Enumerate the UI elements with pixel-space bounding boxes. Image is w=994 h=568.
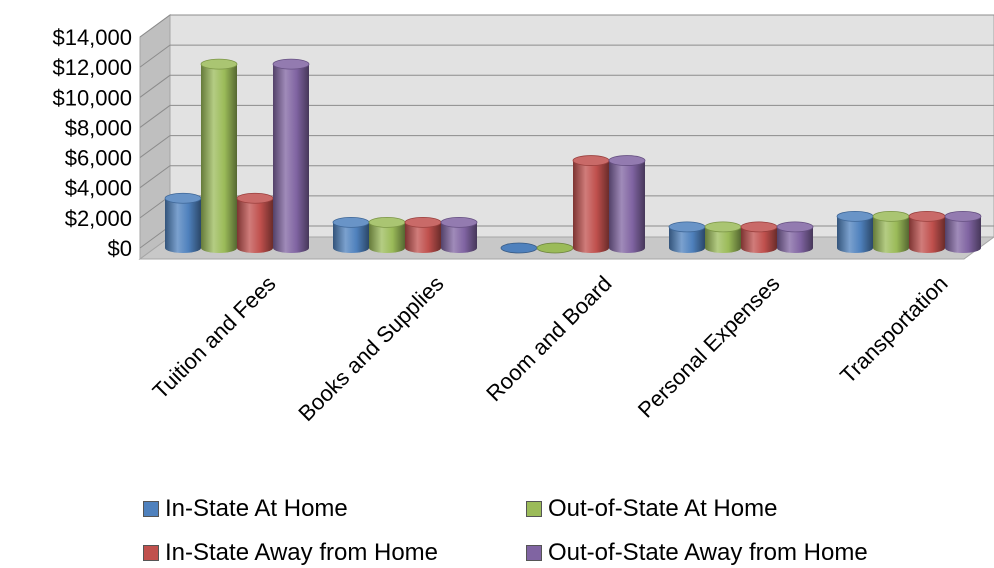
- y-tick-label: $8,000: [65, 115, 132, 140]
- bar: [776, 221, 814, 253]
- bar: [368, 216, 406, 253]
- x-axis: Tuition and Fees Books and Supplies Room a…: [148, 271, 953, 426]
- bar: [608, 155, 646, 253]
- y-axis: $14,000 $12,000 $10,000 $8,000 $6,000 $4,000 $…: [52, 25, 132, 261]
- bar: [668, 221, 706, 253]
- bar: [404, 216, 442, 253]
- y-tick-label: $2,000: [65, 206, 132, 231]
- x-tick-label: Books and Supplies: [293, 271, 448, 426]
- y-tick-label: $10,000: [52, 85, 132, 110]
- bar: [944, 210, 982, 253]
- gridline: [139, 135, 994, 158]
- bar: [236, 192, 274, 253]
- x-tick-label: Tuition and Fees: [148, 271, 281, 404]
- y-tick-label: $0: [108, 236, 132, 261]
- y-tick-label: $4,000: [65, 176, 132, 201]
- y-tick-label: $6,000: [65, 146, 132, 171]
- bars: [164, 58, 982, 254]
- bar: [500, 242, 538, 254]
- bar: [740, 221, 778, 253]
- y-tick-label: $12,000: [52, 55, 132, 80]
- gridline: [139, 104, 994, 128]
- bar: [272, 58, 310, 253]
- bar: [572, 155, 610, 253]
- gridline: [139, 44, 994, 68]
- gridline: [139, 165, 994, 189]
- bar: [440, 216, 478, 253]
- x-tick-label: Transportation: [835, 271, 952, 388]
- y-tick-label: $14,000: [52, 25, 132, 50]
- gridline: [139, 74, 994, 98]
- bar: [536, 242, 574, 254]
- bar: [164, 192, 202, 253]
- bar: [836, 210, 874, 253]
- bar: [332, 216, 370, 253]
- bar: [200, 58, 238, 253]
- x-tick-label: Personal Expenses: [633, 271, 785, 423]
- bar: [908, 210, 946, 253]
- bar: [872, 210, 910, 253]
- bar: [704, 221, 742, 253]
- x-tick-label: Room and Board: [481, 271, 616, 406]
- gridline: [139, 14, 994, 38]
